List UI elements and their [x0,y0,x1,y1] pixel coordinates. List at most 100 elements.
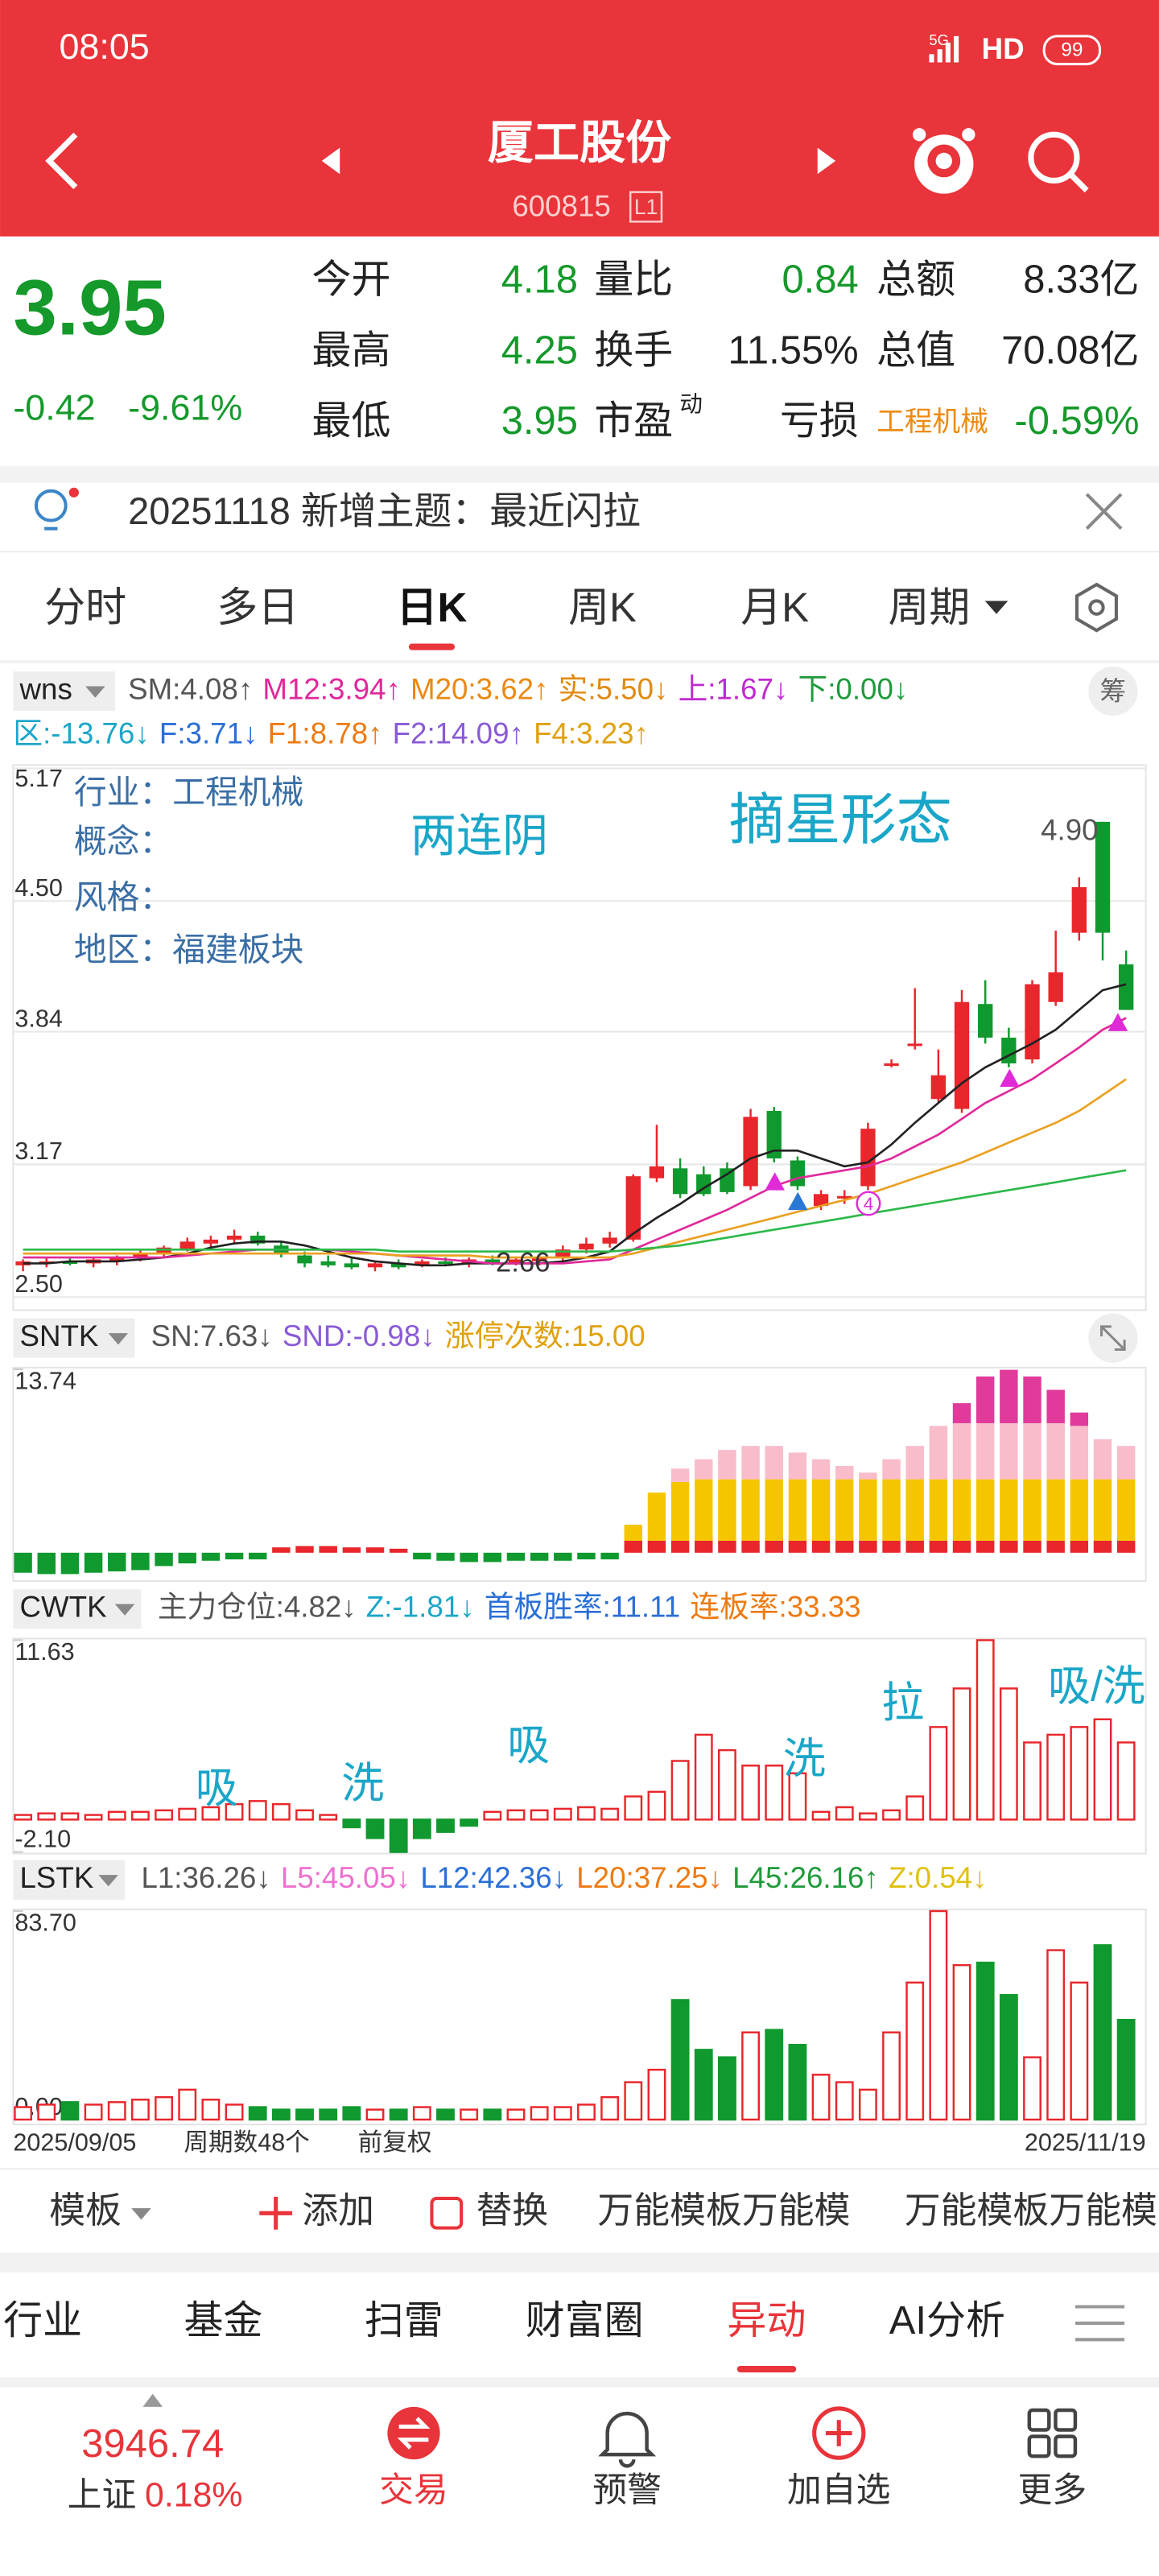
add-icon [259,2196,293,2230]
toolbar-item[interactable]: 万能模板万能模 [597,2190,850,2231]
bar [741,1540,760,1553]
indicator-legend: 主力仓位:4.82↓ Z:-1.81↓ 首板胜率:11.11 连板率:33.33 [158,1590,861,1623]
cwtk-annotations: 吸 洗 吸 洗 拉 吸/洗 [196,1663,1145,1812]
bar [694,2049,713,2121]
more-icon[interactable] [1027,2408,1078,2458]
period-tab[interactable]: 分时 [44,584,126,630]
bar-segment [952,1422,971,1480]
nav-tab[interactable]: 财富圈 [526,2299,644,2343]
nav-tab[interactable]: 行业 [3,2299,82,2343]
kline-overlay: 行业：工程机械 概念： 风格： 地区：福建板块 两连阴 摘星形态 4.90 2.… [74,774,1128,1278]
bar [554,1552,572,1561]
watchlist-icon[interactable] [812,2406,866,2460]
candle-body [790,1160,806,1187]
settings-icon[interactable] [1074,582,1118,633]
nav-tab[interactable]: AI分析 [889,2299,1005,2343]
bar-segment [952,1403,971,1423]
bottom-nav-item[interactable]: 加自选 [787,2471,890,2509]
chip-button-bg[interactable] [1088,667,1138,716]
legend-item: 区:-13.76↓ [13,716,149,749]
bar [225,2103,244,2121]
active-indicator [408,643,455,650]
period-tab[interactable]: 周期 [888,584,970,630]
bar [905,1981,925,2121]
period-tab[interactable]: 月K [740,584,809,630]
bar-segment [905,1479,924,1541]
info-line: 地区：福建板块 [74,931,303,968]
bar [389,2108,408,2121]
bar [84,1552,103,1573]
caret [108,1333,129,1345]
bar [858,1812,877,1821]
quote-label: 总额 [876,258,955,302]
bar [14,1814,33,1821]
next-stock[interactable] [817,147,836,175]
hd: HD [982,32,1025,65]
bottom-nav-item[interactable]: 预警 [592,2471,662,2509]
bar-segment [1023,1376,1041,1423]
back-button[interactable] [45,132,78,190]
bar [248,2106,267,2121]
bottom-nav-item[interactable]: 更多 [1018,2471,1087,2509]
bar [718,1540,736,1553]
nav-settings-icon[interactable] [1074,2305,1125,2342]
candle-body [226,1235,242,1240]
bar [412,2106,431,2121]
bar [905,1540,924,1553]
bar [178,2088,197,2121]
bottom-nav-item[interactable]: 交易 [379,2471,448,2509]
bar [882,2031,901,2121]
candle-body [415,1261,430,1265]
bar [929,1540,948,1553]
bar [460,1818,479,1827]
bar-segment [788,1452,807,1480]
bar [460,1552,478,1563]
nav-tab[interactable]: 基金 [184,2299,262,2343]
alert-icon[interactable] [598,2411,657,2468]
toolbar-item[interactable]: 添加 [302,2190,374,2231]
period-tab[interactable]: 日K [397,584,468,630]
indicator-legend: L1:36.26↓ L5:45.05↓ L12:42.36↓ L20:37.25↓ L4… [141,1861,987,1894]
nav-tab[interactable]: 扫雷 [365,2299,443,2343]
period-tab[interactable]: 多日 [217,584,299,630]
toolbar-item[interactable]: 万能模板万能模 [905,2190,1157,2231]
bar [272,1547,291,1553]
legend-item: 涨停次数:15.00 [445,1319,645,1352]
bar [60,1552,80,1575]
bar-segment [1070,1412,1089,1426]
bar [600,1807,620,1821]
bar-segment [929,1426,948,1480]
nav-tab[interactable]: 异动 [728,2299,806,2343]
stock-name: 厦工股份 [488,118,671,169]
change: -0.42 [13,387,95,428]
toolbar-item[interactable]: 模板 [49,2190,122,2231]
toolbar-item[interactable]: 替换 [476,2190,549,2231]
legend-item: F:3.71↓ [159,716,258,749]
period-tabs: 分时 多日 日K 周K 月K 周期 [44,584,970,650]
prev-stock[interactable] [321,147,340,175]
caret [85,686,105,698]
candle-body [555,1249,571,1258]
candle-body [978,1004,993,1038]
bar-segment [811,1479,831,1541]
bar-segment [1046,1389,1065,1423]
period-tab[interactable]: 周K [568,584,637,630]
legend-item: 实:5.50↓ [559,672,669,705]
trade-icon[interactable] [387,2406,440,2460]
legend-item: 连板率:33.33 [690,1590,860,1623]
close-banner[interactable] [1085,493,1123,530]
quote-label: 工程机械 [876,407,988,437]
quote-label: 今开 [312,258,391,302]
signal-marker [1107,1013,1128,1031]
battery-level: 99 [1061,39,1083,61]
active-indicator [736,2365,797,2373]
quote-value: 8.33亿 [1023,258,1139,302]
search-icon[interactable] [1028,131,1089,193]
bar [225,1552,244,1560]
candle-body [62,1261,78,1265]
bar-segment [835,1466,854,1480]
candle-body [133,1253,148,1258]
assistant-icon[interactable] [913,128,975,194]
bar [130,1810,150,1821]
bar [718,1748,736,1821]
